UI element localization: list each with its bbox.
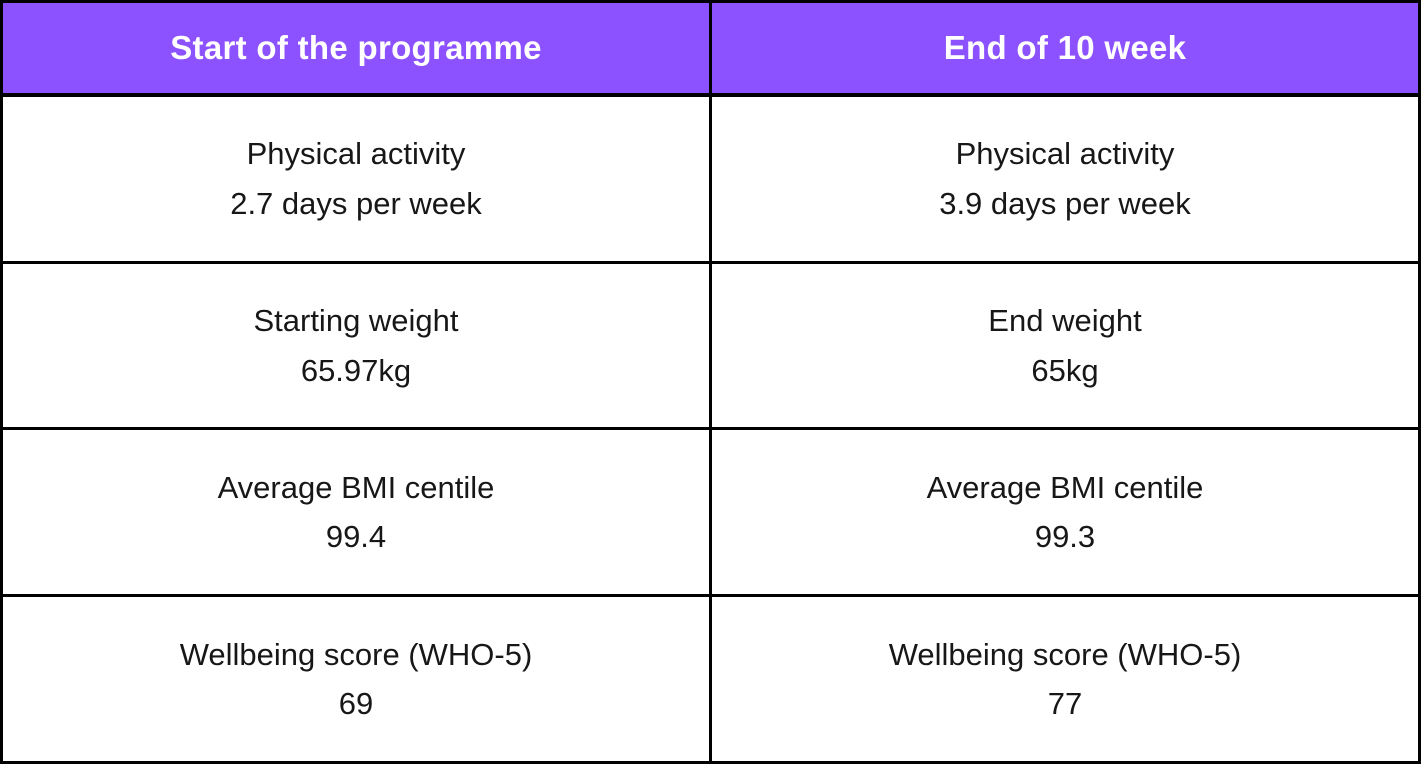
cell-label: Average BMI centile bbox=[217, 469, 495, 505]
cell-value: 3.9 days per week bbox=[939, 185, 1191, 221]
cell-value: 99.3 bbox=[1034, 519, 1096, 555]
cell-label: Wellbeing score (WHO-5) bbox=[888, 636, 1242, 672]
table-row-bmi-centile: Average BMI centile 99.4 Average BMI cen… bbox=[0, 427, 1421, 598]
header-cell-end-of-10-week: End of 10 week bbox=[709, 0, 1421, 97]
table-cell: Wellbeing score (WHO-5) 69 bbox=[0, 594, 712, 764]
table-header-row: Start of the programme End of 10 week bbox=[0, 0, 1421, 97]
cell-label: End weight bbox=[988, 303, 1142, 339]
table-cell: Physical activity 2.7 days per week bbox=[0, 93, 712, 264]
table-row-wellbeing: Wellbeing score (WHO-5) 69 Wellbeing sco… bbox=[0, 594, 1421, 764]
cell-value: 69 bbox=[338, 686, 374, 722]
table-row-physical-activity: Physical activity 2.7 days per week Phys… bbox=[0, 93, 1421, 264]
table-cell: End weight 65kg bbox=[709, 260, 1421, 431]
table-cell: Average BMI centile 99.4 bbox=[0, 427, 712, 598]
cell-value: 65.97kg bbox=[300, 352, 412, 388]
cell-label: Physical activity bbox=[955, 136, 1175, 172]
cell-value: 65kg bbox=[1031, 352, 1099, 388]
table-cell: Physical activity 3.9 days per week bbox=[709, 93, 1421, 264]
table-cell: Average BMI centile 99.3 bbox=[709, 427, 1421, 598]
cell-label: Wellbeing score (WHO-5) bbox=[179, 636, 533, 672]
cell-label: Starting weight bbox=[253, 303, 459, 339]
table-cell: Wellbeing score (WHO-5) 77 bbox=[709, 594, 1421, 764]
cell-label: Physical activity bbox=[246, 136, 466, 172]
cell-label: Average BMI centile bbox=[926, 469, 1204, 505]
cell-value: 77 bbox=[1047, 686, 1083, 722]
table-cell: Starting weight 65.97kg bbox=[0, 260, 712, 431]
table-row-weight: Starting weight 65.97kg End weight 65kg bbox=[0, 260, 1421, 431]
cell-value: 99.4 bbox=[325, 519, 387, 555]
cell-value: 2.7 days per week bbox=[230, 185, 482, 221]
header-cell-start-of-programme: Start of the programme bbox=[0, 0, 712, 97]
